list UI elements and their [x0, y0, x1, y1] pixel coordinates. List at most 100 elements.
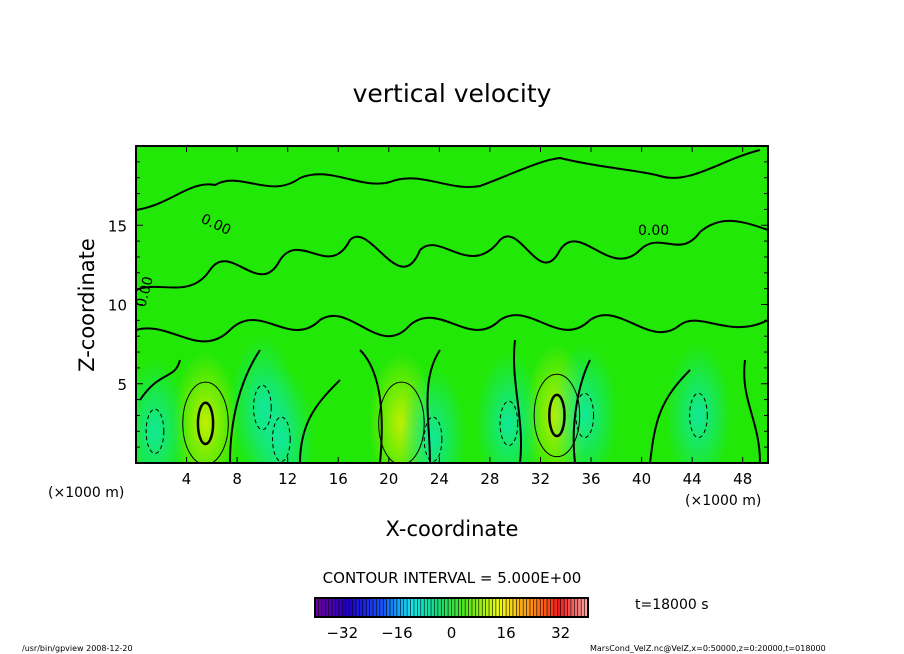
- contour-neg5: [575, 392, 595, 439]
- colorbar-level: [441, 598, 445, 617]
- colorbar-level: [362, 598, 367, 617]
- downdraft: [248, 367, 315, 463]
- colorbar-level: [332, 598, 336, 617]
- downdraft: [551, 344, 618, 463]
- colorbar-level: [564, 598, 568, 617]
- x-axis-label: X-coordinate: [386, 517, 519, 541]
- colorbar-level: [577, 598, 582, 617]
- colorbar-level: [523, 598, 527, 617]
- contour-label: 0.00: [133, 275, 157, 309]
- colorbar-level: [386, 598, 391, 617]
- x-tick-label: 20: [379, 470, 398, 488]
- contour-neg5: [272, 416, 291, 462]
- colorbar-level: [427, 598, 432, 617]
- colorbar-level: [547, 598, 551, 617]
- colorbar-level: [349, 598, 353, 617]
- colorbar-level: [465, 598, 469, 617]
- colorbar-level: [543, 598, 548, 617]
- colorbar-level: [468, 598, 472, 617]
- colorbar-level: [506, 598, 510, 617]
- colorbar-level: [407, 598, 411, 617]
- colorbar-level: [366, 598, 370, 617]
- x-tick-label: 32: [531, 470, 550, 488]
- colorbar-level: [437, 598, 442, 617]
- colorbar-level: [434, 598, 438, 617]
- program-label: /usr/bin/gpview 2008-12-20: [22, 644, 133, 653]
- colorbar-level: [536, 598, 541, 617]
- colorbar-tick-label: 32: [551, 624, 570, 642]
- contour-5: [378, 381, 425, 463]
- colorbar-level: [519, 598, 524, 617]
- colorbar-tick-label: −16: [381, 624, 413, 642]
- colorbar-level: [448, 598, 452, 617]
- colorbar-level: [383, 598, 387, 617]
- colorbar-level: [567, 598, 571, 617]
- colorbar-level: [318, 598, 322, 617]
- colorbar-level: [550, 598, 554, 617]
- colorbar-level: [379, 598, 384, 617]
- colorbar-level: [557, 598, 561, 617]
- colorbar-level: [540, 598, 544, 617]
- x-tick-label: 4: [182, 470, 192, 488]
- y-tick-label: 15: [108, 217, 127, 235]
- velocity-field: [136, 146, 768, 463]
- contour-neg5: [253, 384, 272, 431]
- colorbar-level: [420, 598, 425, 617]
- colorbar-level: [502, 598, 507, 617]
- colorbar-level: [359, 598, 363, 617]
- colorbar-level: [444, 598, 449, 617]
- colorbar-level: [431, 598, 435, 617]
- x-tick-label: 8: [232, 470, 242, 488]
- colorbar-level: [338, 598, 343, 617]
- colorbar-level: [335, 598, 339, 617]
- x-tick-label: 12: [278, 470, 297, 488]
- colorbar-level: [489, 598, 493, 617]
- colorbar-level: [529, 598, 534, 617]
- colorbar-level: [512, 598, 517, 617]
- colorbar-level: [403, 598, 408, 617]
- x-tick-label: 16: [329, 470, 348, 488]
- colorbar: −32 −16 0 16 32: [314, 598, 588, 642]
- contour-neg5: [423, 416, 443, 462]
- colorbar-level: [553, 598, 558, 617]
- colorbar-level: [454, 598, 459, 617]
- colorbar-level: [328, 598, 333, 617]
- colorbar-level: [342, 598, 346, 617]
- colorbar-level: [574, 598, 578, 617]
- contour-label: 0.00: [638, 223, 669, 239]
- colorbar-level: [390, 598, 394, 617]
- contour-5: [533, 373, 581, 458]
- colorbar-level: [315, 598, 319, 617]
- colorbar-level: [345, 598, 350, 617]
- colorbar-level: [451, 598, 455, 617]
- colorbar-level: [584, 598, 588, 617]
- x-tick-label: 28: [480, 470, 499, 488]
- colorbar-level: [461, 598, 466, 617]
- downdraft: [476, 352, 542, 463]
- colorbar-level: [485, 598, 490, 617]
- colorbar-level: [321, 598, 326, 617]
- colorbar-level: [471, 598, 476, 617]
- time-label: t=18000 s: [635, 597, 709, 613]
- colorbar-tick-label: 0: [447, 624, 457, 642]
- colorbar-level: [373, 598, 377, 617]
- x-unit-left: (×1000 m): [48, 485, 124, 501]
- colorbar-level: [458, 598, 462, 617]
- contour-neg5: [145, 408, 165, 454]
- source-label: MarsCond_VelZ.nc@VelZ,x=0:50000,z=0:2000…: [590, 644, 826, 653]
- colorbar-level: [400, 598, 404, 617]
- x-tick-label: 48: [733, 470, 752, 488]
- x-unit: (×1000 m): [685, 493, 761, 509]
- colorbar-level: [478, 598, 483, 617]
- y-tick-label: 10: [108, 297, 127, 315]
- colorbar-level: [492, 598, 496, 617]
- contour-10: [548, 393, 566, 438]
- x-tick-label: 24: [430, 470, 449, 488]
- colorbar-level: [475, 598, 479, 617]
- y-tick-label: 5: [117, 376, 127, 394]
- chart-title: vertical velocity: [353, 79, 552, 108]
- colorbar-frame: [314, 597, 589, 618]
- contour-neg5: [689, 392, 708, 439]
- colorbar-level: [570, 598, 575, 617]
